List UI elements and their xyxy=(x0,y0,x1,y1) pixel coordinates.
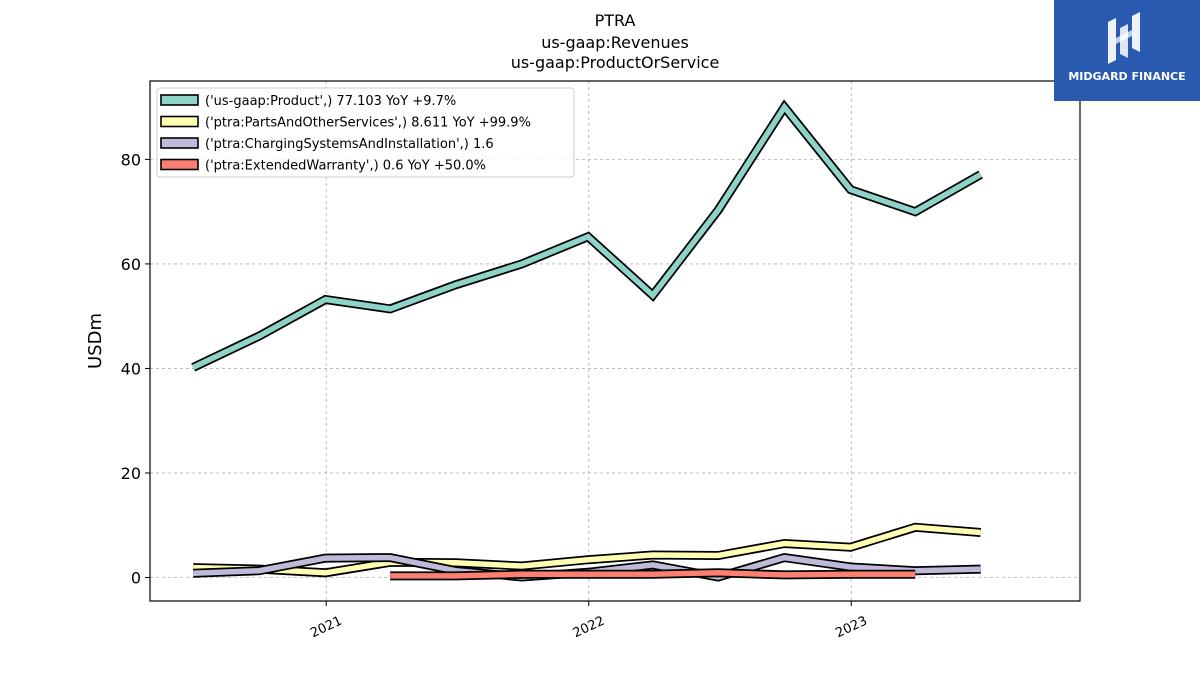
chart-subtitle-1: us-gaap:Revenues xyxy=(541,33,689,52)
y-tick-label: 0 xyxy=(131,568,141,587)
legend: ('us-gaap:Product',) 77.103 YoY +9.7% ('p… xyxy=(156,87,575,178)
series-line-3 xyxy=(390,568,916,581)
brand-logo-box: MIDGARD FINANCE xyxy=(1054,0,1200,101)
series-stroke-1 xyxy=(193,524,981,576)
x-tick-label: 2023 xyxy=(833,614,869,642)
y-tick-label: 80 xyxy=(121,150,141,169)
legend-label: ('us-gaap:Product',) 77.103 YoY +9.7% xyxy=(205,94,456,109)
legend-swatch xyxy=(160,158,199,171)
series-stroke-0 xyxy=(192,102,983,370)
y-tick-label: 40 xyxy=(121,359,141,378)
y-tick-label: 20 xyxy=(121,464,141,483)
legend-swatch xyxy=(160,137,199,149)
legend-label: ('ptra:PartsAndOtherServices',) 8.611 Yo… xyxy=(205,116,531,131)
midgard-logo-icon xyxy=(1108,12,1140,64)
brand-name: MIDGARD FINANCE xyxy=(1068,70,1186,83)
legend-swatch xyxy=(160,115,199,128)
series-line-0 xyxy=(191,99,983,372)
series-stroke-3 xyxy=(390,570,916,579)
series-layer xyxy=(191,99,983,582)
legend-label: ('ptra:ExtendedWarranty',) 0.6 YoY +50.0… xyxy=(205,159,486,174)
y-axis-label: USDm xyxy=(85,313,106,369)
chart-title: PTRA xyxy=(594,11,636,30)
y-tick-label: 60 xyxy=(121,255,141,274)
chart-subtitle-2: us-gaap:ProductOrService xyxy=(510,53,720,72)
legend-label: ('ptra:ChargingSystemsAndInstallation',)… xyxy=(205,137,494,152)
x-tick-label: 2022 xyxy=(571,614,607,642)
legend-box xyxy=(156,87,575,178)
plot-frame xyxy=(149,80,1081,602)
legend-swatch xyxy=(160,94,199,106)
x-tick-label: 2021 xyxy=(308,614,344,642)
series-line-1 xyxy=(193,522,982,578)
